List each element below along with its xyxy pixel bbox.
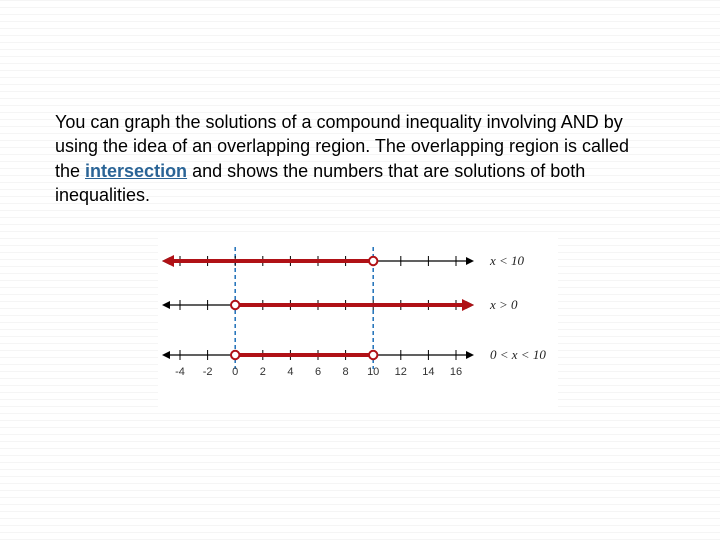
tick-label: -4 xyxy=(175,366,185,378)
axis-arrow-left xyxy=(162,351,170,359)
tick-label: 14 xyxy=(422,366,434,378)
axis-arrow-left xyxy=(162,301,170,309)
slide-content: You can graph the solutions of a compoun… xyxy=(0,0,720,407)
keyword-intersection: intersection xyxy=(85,161,187,181)
segment-arrow xyxy=(162,255,174,267)
tick-label: 12 xyxy=(394,366,406,378)
axis-arrow-right xyxy=(466,351,474,359)
open-circle xyxy=(369,257,377,265)
segment-arrow xyxy=(462,299,474,311)
open-circle xyxy=(231,301,239,309)
row-inequality-label: 0 < x < 10 xyxy=(490,347,546,362)
row-inequality-label: x > 0 xyxy=(489,297,518,312)
tick-label: 0 xyxy=(232,366,238,378)
tick-label: 10 xyxy=(367,366,379,378)
row-inequality-label: x < 10 xyxy=(489,253,525,268)
open-circle xyxy=(231,351,239,359)
axis-arrow-right xyxy=(466,257,474,265)
tick-label: 8 xyxy=(342,366,348,378)
tick-label: -2 xyxy=(202,366,212,378)
number-line-svg: x < 10 x > 0 -4 -2 0 2 4 6 8 10 12 14 16 0 < x < 10 xyxy=(158,237,558,407)
number-line-diagram: x < 10 x > 0 -4 -2 0 2 4 6 8 10 12 14 16 0 < x < 10 xyxy=(158,237,558,407)
tick-label: 6 xyxy=(314,366,320,378)
tick-label: 4 xyxy=(287,366,293,378)
explanation-paragraph: You can graph the solutions of a compoun… xyxy=(55,110,635,207)
tick-label: 16 xyxy=(449,366,461,378)
tick-label: 2 xyxy=(259,366,265,378)
open-circle xyxy=(369,351,377,359)
